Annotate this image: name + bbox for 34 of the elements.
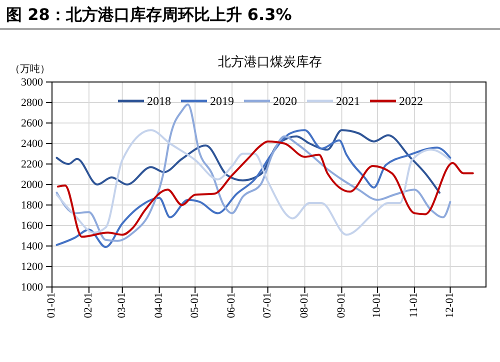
y-tick-label: 2000 (21, 179, 44, 192)
y-tick-label: 2400 (21, 138, 44, 150)
y-tick-label: 3000 (21, 76, 44, 89)
x-tick-label: 09-01 (335, 292, 348, 318)
chart-title: 图 28：北方港口库存周环比上升 6.3% (6, 5, 292, 24)
y-tick-label: 1200 (21, 261, 44, 274)
x-tick-label: 01-01 (46, 292, 58, 318)
x-tick-label: 06-01 (226, 292, 238, 318)
x-tick-label: 04-01 (153, 292, 166, 318)
y-tick-label: 1400 (21, 240, 44, 253)
x-tick-label: 03-01 (116, 292, 128, 318)
y-tick-label: 2600 (21, 118, 44, 130)
x-tick-label: 05-01 (188, 292, 201, 318)
x-tick-label: 07-01 (262, 292, 274, 318)
x-tick-label: 08-01 (298, 292, 310, 318)
line-series (56, 140, 474, 238)
legend-label: 2019 (210, 94, 234, 108)
chart-subtitle: 北方港口煤炭库存 (218, 54, 322, 70)
y-axis-title: （万吨） (10, 63, 50, 75)
y-tick-label: 2800 (21, 97, 44, 110)
y-tick-label: 1600 (21, 220, 44, 232)
y-tick-label: 1800 (21, 200, 44, 212)
legend-label: 2018 (147, 94, 171, 108)
x-tick-label: 02-01 (82, 292, 95, 318)
legend-label: 2020 (273, 94, 297, 108)
x-tick-label: 11-01 (408, 292, 420, 318)
legend-label: 2022 (399, 94, 423, 108)
legend-label: 2021 (336, 94, 360, 108)
x-tick-label: 10-01 (371, 292, 384, 318)
y-tick-label: 2200 (21, 158, 44, 171)
line-series (56, 104, 452, 242)
line-series (56, 129, 440, 194)
y-tick-label: 1000 (21, 282, 44, 294)
x-tick-label: 12-01 (444, 292, 456, 318)
